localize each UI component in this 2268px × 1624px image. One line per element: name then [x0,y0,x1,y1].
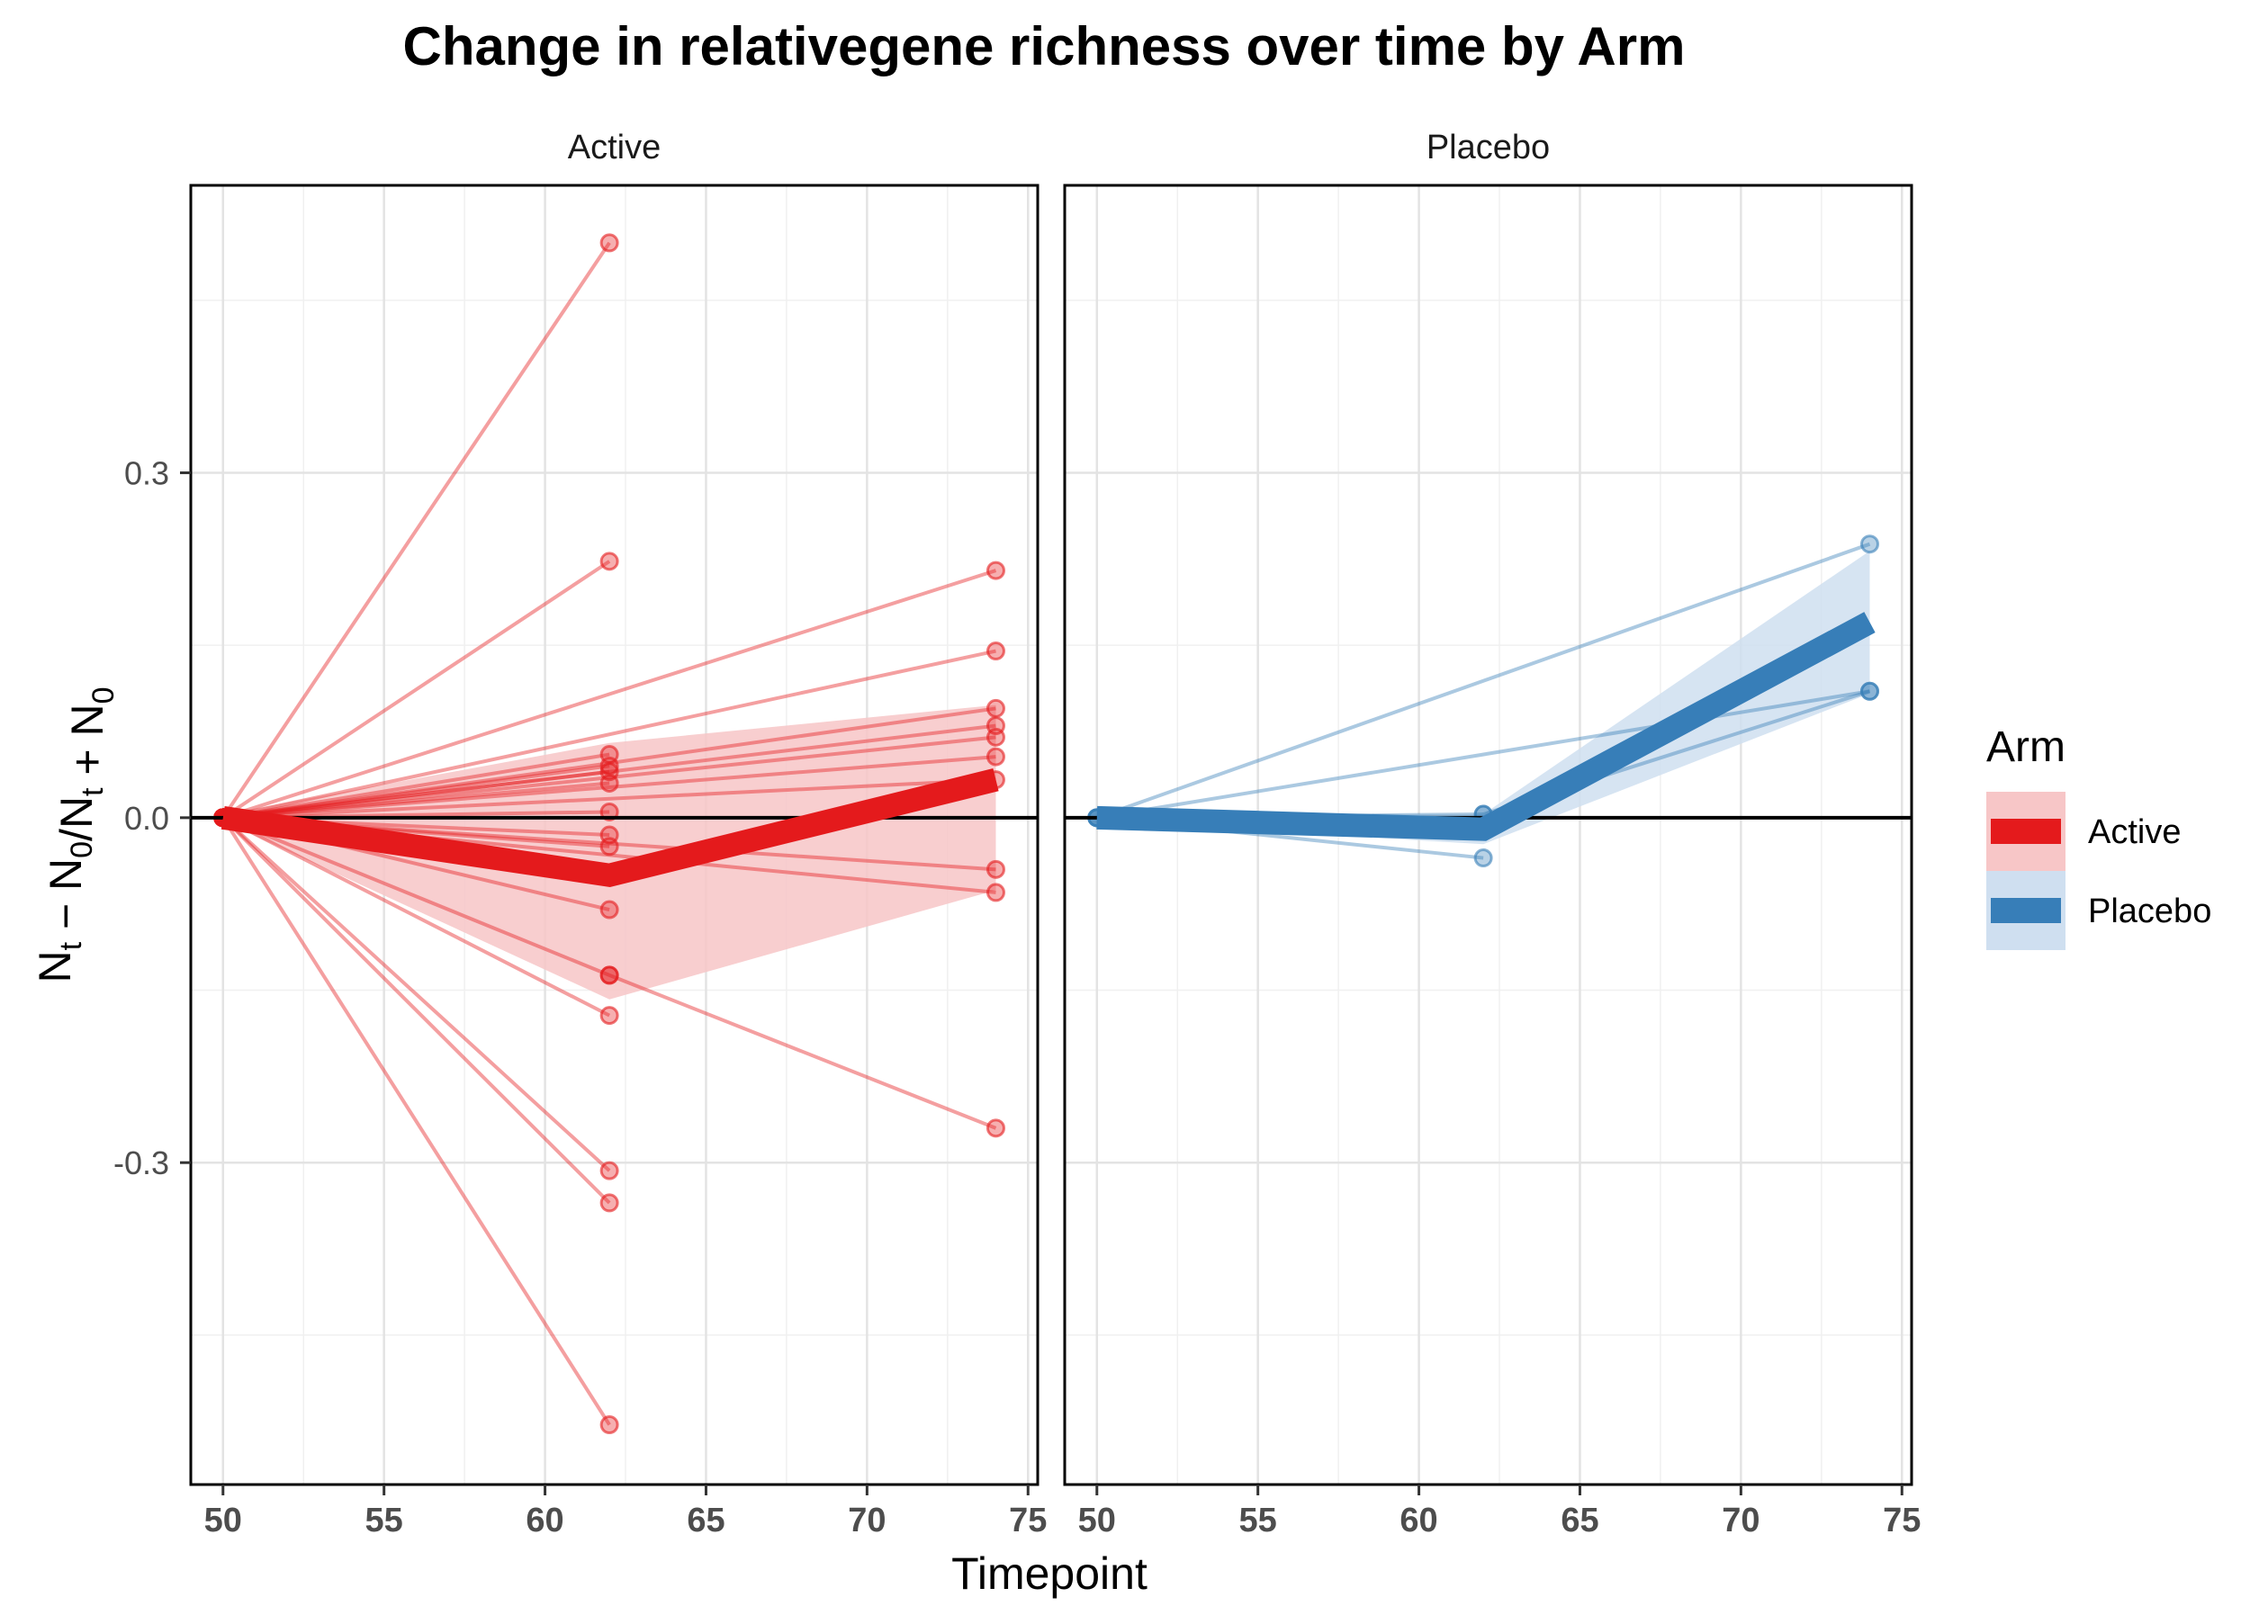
subject-point [986,561,1005,580]
subject-line [222,569,997,820]
subject-point [986,698,1005,718]
subject-line [608,974,997,1130]
subject-point [599,837,619,857]
y-tick-label: 0.0 [124,800,169,837]
y-tick-label: -0.3 [113,1144,169,1181]
x-tick-label: 75 [1009,1502,1047,1539]
panel-border [189,184,1040,1486]
subject-line [222,769,610,820]
subject-point [599,1193,619,1213]
subject-point [986,642,1005,661]
subject-line [222,649,996,820]
subject-line [221,816,611,1205]
subject-point [986,727,1005,747]
y-axis-title-part: /N [51,796,102,841]
subject-point [986,883,1005,902]
subject-line [222,764,610,820]
subject-line [222,777,996,820]
panel-active: Active 50 55 60 65 70 75 [189,129,1047,1539]
subject-line [222,755,996,820]
y-axis-title-subscript: t [76,787,110,796]
x-tick-label: 50 [204,1502,242,1539]
y-axis-title: Nt − N0/Nt + N0 [30,686,121,982]
chart-title: Change in relativegene richness over tim… [403,16,1686,76]
subject-point [599,1415,619,1435]
legend-label: Placebo [2088,893,2211,930]
subject-line [222,752,610,820]
y-tick-label: 0.3 [124,454,169,491]
x-tick-label: 75 [1883,1502,1921,1539]
x-tick-label: 50 [1078,1502,1116,1539]
mean-line [1096,612,1876,841]
subject-line [221,816,611,1172]
panel-placebo: Placebo 50 55 60 65 70 75 [1063,129,1921,1539]
y-axis: -0.3 0.0 0.3 [113,454,191,1181]
subject-line [222,781,610,820]
subject-line [221,560,611,820]
legend: Arm Active Placebo [1986,723,2211,950]
legend-label: Active [2088,813,2181,851]
subject-point [599,233,619,253]
y-axis-title-subscript: 0 [86,686,121,704]
subject-point [986,1118,1005,1138]
subject-line [222,735,996,820]
x-tick-label: 60 [1400,1502,1437,1539]
subject-line [1096,542,1871,820]
y-axis-title-part: N [30,950,80,982]
subject-line [221,816,611,1426]
strip-label: Active [568,129,661,166]
legend-entry-placebo: Placebo [1986,871,2211,950]
subject-line [1096,689,1870,820]
subject-point [1859,534,1879,554]
subject-line [221,816,611,1018]
subject-point [986,747,1005,767]
subject-line [222,815,610,977]
legend-title: Arm [1986,723,2066,771]
x-tick-label: 60 [526,1502,563,1539]
subject-line [221,241,611,819]
mean-line [220,768,999,887]
x-tick-label: 55 [1239,1502,1277,1539]
legend-entry-active: Active [1986,792,2181,871]
x-tick-label: 70 [1722,1502,1760,1539]
subject-line [222,723,996,820]
panels: Active 50 55 60 65 70 75 Placebo 50 55 60 65 70 75 -0.… [113,129,1921,1539]
subject-point [1473,848,1493,868]
y-axis-title-subscript: 0 [65,841,99,858]
y-axis-title-subscript: t [54,941,88,950]
confidence-band [222,704,996,1000]
subject-point [599,552,619,571]
subject-point [599,1161,619,1180]
x-tick-label: 70 [848,1502,886,1539]
subject-point [1859,681,1879,701]
subject-point [599,965,619,985]
y-axis-title-part: + N [62,704,112,787]
subject-point [986,859,1005,879]
y-axis-label: Nt − N0/Nt + N0 [30,686,121,982]
subject-point [599,1006,619,1026]
panel-border [1063,184,1913,1486]
subject-point [599,900,619,920]
legend-key-line [1991,898,2061,923]
subject-point [599,773,619,793]
x-tick-label: 55 [365,1502,403,1539]
x-tick-label: 65 [1561,1502,1598,1539]
x-axis-label: Timepoint [951,1548,1148,1599]
x-tick-label: 65 [687,1502,724,1539]
y-axis-title-part: − N [40,858,91,942]
strip-label: Placebo [1426,129,1550,166]
legend-key-line [1991,819,2061,844]
